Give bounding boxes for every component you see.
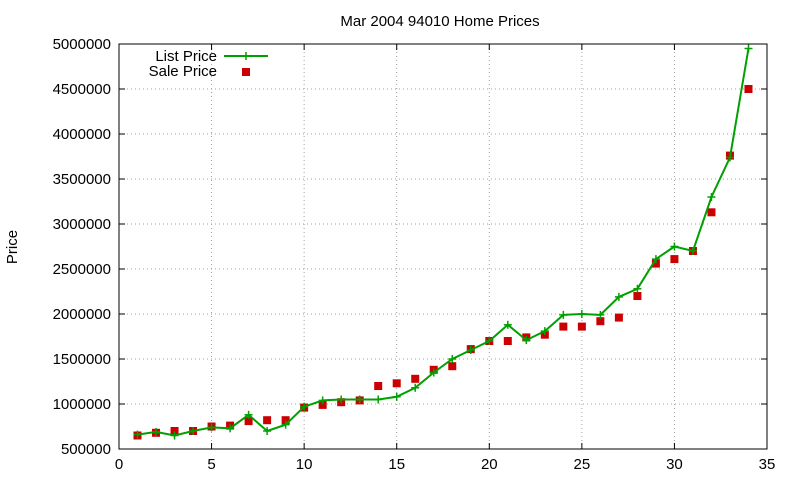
sale-price-point xyxy=(633,292,642,300)
y-tick-label: 2500000 xyxy=(53,261,111,278)
list-price-point xyxy=(633,284,642,293)
x-tick-label: 25 xyxy=(574,456,591,473)
sale-price-point xyxy=(707,208,716,217)
x-tick-label: 15 xyxy=(388,456,405,473)
y-tick-label: 500000 xyxy=(61,441,111,458)
sale-price-point xyxy=(503,337,512,345)
y-tick-label: 1500000 xyxy=(53,351,111,368)
list-price-point xyxy=(411,383,420,392)
list-price-point xyxy=(429,368,438,377)
list-price-point xyxy=(207,423,216,432)
sale-price-point xyxy=(559,322,568,331)
list-price-point xyxy=(466,346,475,354)
list-price-point xyxy=(263,427,272,435)
list-price-point xyxy=(485,337,494,345)
sale-price-point xyxy=(374,382,383,390)
list-price-point xyxy=(189,427,198,435)
list-price-point xyxy=(392,392,401,401)
list-price-point xyxy=(707,193,716,201)
list-price-point xyxy=(614,292,623,301)
x-tick-label: 5 xyxy=(207,456,215,473)
list-price-point xyxy=(744,44,753,53)
sale-price-point xyxy=(411,374,420,383)
list-price-point xyxy=(244,410,253,419)
x-tick-label: 10 xyxy=(296,456,313,473)
sale-price-point xyxy=(577,322,586,331)
list-price-point xyxy=(133,430,142,439)
list-price-point xyxy=(170,431,179,440)
plot-frame xyxy=(118,43,768,450)
y-tick-label: 4500000 xyxy=(53,81,111,98)
y-axis-label: Price xyxy=(4,230,21,264)
list-price-point xyxy=(577,310,586,318)
list-price-point xyxy=(337,395,346,404)
list-price-point xyxy=(596,310,605,319)
x-tick-label: 30 xyxy=(666,456,683,473)
list-price-point xyxy=(540,327,549,336)
sale-price-point xyxy=(244,417,253,426)
list-price-point xyxy=(318,396,327,405)
grid xyxy=(119,44,767,449)
list-price-line xyxy=(137,48,750,437)
list-price-point xyxy=(355,395,364,404)
sale-price-point xyxy=(392,379,401,388)
sale-price-point xyxy=(281,416,290,425)
series-layer xyxy=(133,44,753,440)
list-price-point xyxy=(688,247,697,255)
list-price-point xyxy=(281,420,290,429)
sale-price-point xyxy=(596,317,605,326)
axes: 0 5 10 15 20 25 30 35 500000 1000000 1500000 200000… xyxy=(53,36,776,473)
list-price-point xyxy=(522,336,531,345)
list-price-point xyxy=(226,424,235,433)
y-tick-label: 3500000 xyxy=(53,171,111,188)
x-tick-label: 20 xyxy=(481,456,498,473)
list-price-point xyxy=(448,355,457,363)
y-tick-label: 4000000 xyxy=(53,126,111,143)
legend-label-list-price: List Price xyxy=(155,48,217,65)
list-price-point xyxy=(670,242,679,251)
x-tick-label: 35 xyxy=(759,456,776,473)
y-tick-label: 2000000 xyxy=(53,306,111,323)
x-tick-label: 0 xyxy=(115,456,123,473)
sale-price-point xyxy=(170,427,179,435)
list-price-point xyxy=(374,395,383,404)
chart-title: Mar 2004 94010 Home Prices xyxy=(340,13,539,30)
y-tick-label: 1000000 xyxy=(53,396,111,413)
y-tick-label: 3000000 xyxy=(53,216,111,233)
list-price-point xyxy=(559,310,568,319)
legend-swatch-sale-price xyxy=(242,68,250,76)
sale-price-point xyxy=(263,416,272,425)
list-price-point xyxy=(725,153,734,162)
list-price-point xyxy=(651,255,660,264)
sale-price-point xyxy=(670,255,679,264)
sale-price-point xyxy=(448,362,457,371)
y-tick-label: 5000000 xyxy=(53,36,111,53)
legend-label-sale-price: Sale Price xyxy=(149,63,217,80)
list-price-point xyxy=(152,427,161,436)
sale-price-point xyxy=(744,85,753,93)
sale-price-point xyxy=(614,313,623,322)
list-price-point xyxy=(300,402,309,411)
list-price-point xyxy=(503,320,512,329)
sale-price-point xyxy=(318,400,327,409)
sale-price-point xyxy=(651,259,660,268)
